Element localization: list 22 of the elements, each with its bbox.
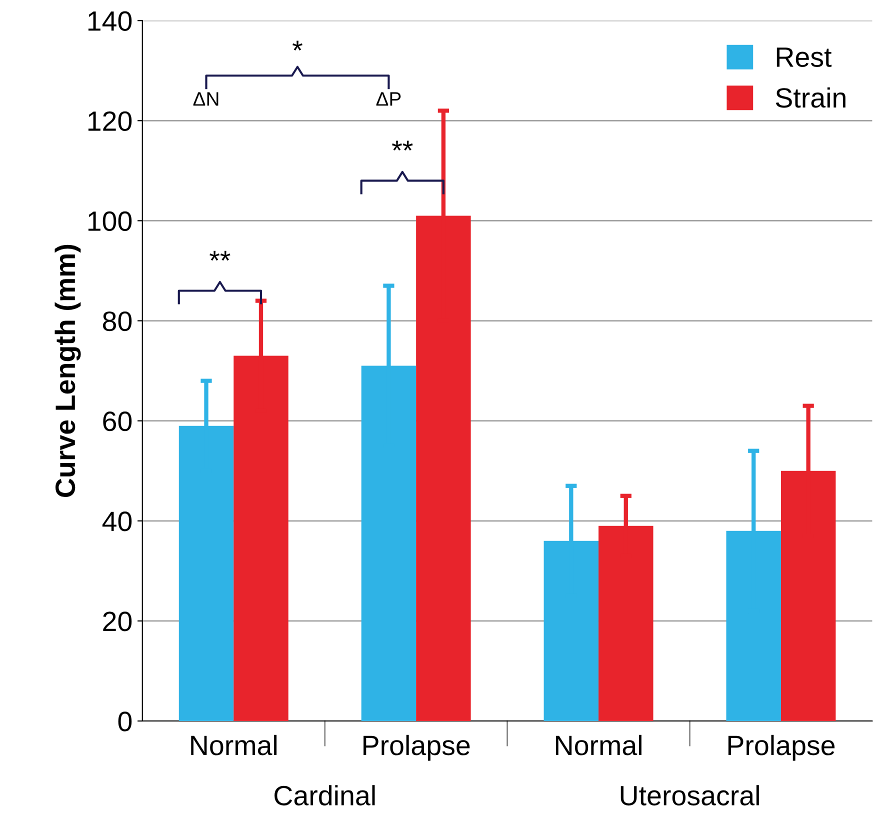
y-tick-label: 120 (88, 111, 132, 131)
annotation: ** (392, 140, 413, 151)
y-tick-label: 0 (118, 712, 132, 732)
x-tick-label: Prolapse (728, 734, 835, 761)
legend-label: Rest (776, 48, 832, 67)
y-tick-label: 100 (88, 211, 132, 232)
y-tick-label: 80 (102, 311, 132, 332)
y-tick-label: 40 (102, 512, 132, 532)
text: Cardinal (274, 785, 375, 806)
text: Uterosacral (620, 785, 759, 806)
annotation: ** (210, 250, 230, 261)
y-tick-label: 20 (103, 612, 132, 632)
legend-label: Strain (776, 87, 846, 108)
y-tick-label: 140 (88, 11, 132, 31)
y-tick-label: 60 (103, 411, 132, 432)
annotation: ΔP (376, 92, 401, 106)
y-axis-title: Curve Length (mm) (54, 244, 81, 497)
x-tick-label: Normal (556, 734, 642, 756)
x-tick-label: Normal (191, 734, 277, 756)
x-tick-label: Prolapse (364, 734, 470, 761)
annotation: * (292, 40, 302, 51)
annotation: ΔN (193, 92, 218, 106)
